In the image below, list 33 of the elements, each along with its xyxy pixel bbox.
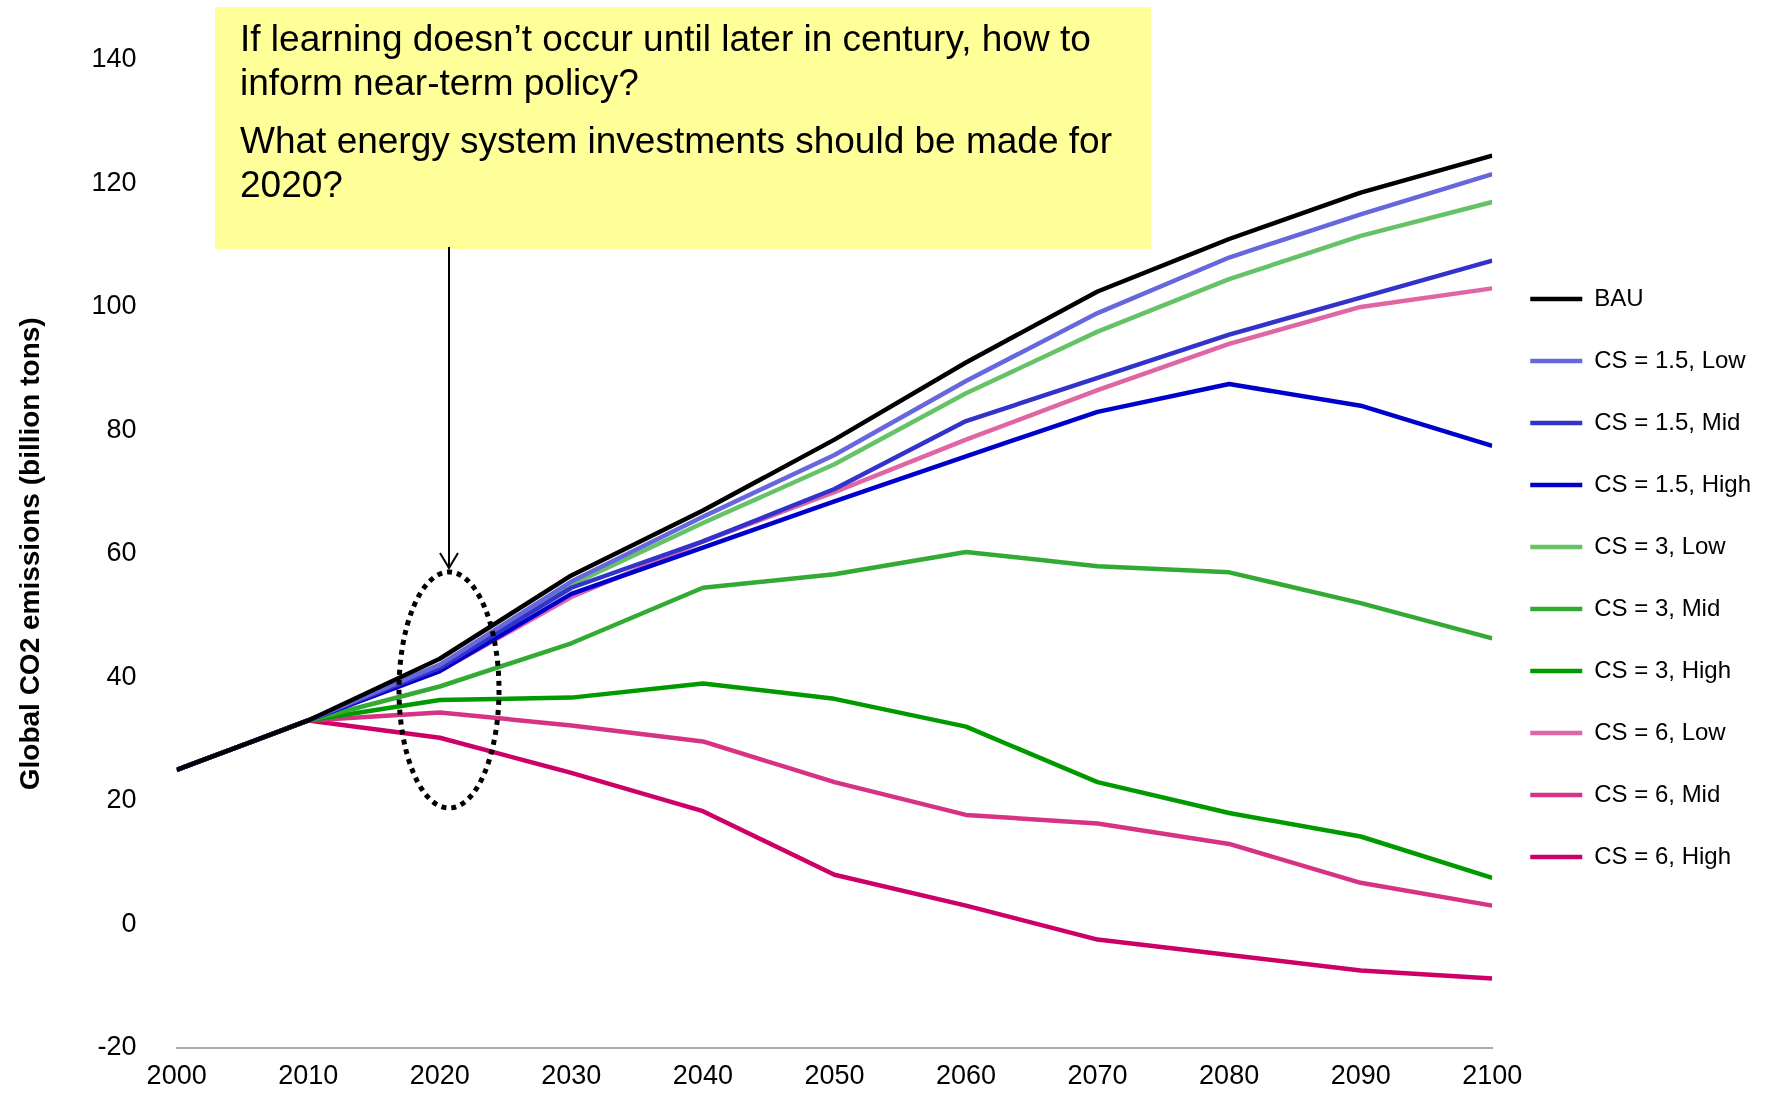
x-tick-label: 2040 bbox=[672, 1060, 733, 1091]
legend-label: CS = 3, High bbox=[1594, 655, 1731, 683]
y-tick-label: 40 bbox=[106, 660, 137, 691]
legend-label: CS = 3, Mid bbox=[1594, 593, 1721, 621]
y-tick-label: 80 bbox=[106, 413, 137, 444]
legend-label: CS = 1.5, Mid bbox=[1594, 407, 1741, 435]
x-tick-label: 2100 bbox=[1462, 1060, 1523, 1091]
y-tick-label: 60 bbox=[106, 537, 137, 568]
legend-label: CS = 6, Mid bbox=[1594, 779, 1721, 807]
x-tick-label: 2050 bbox=[804, 1060, 865, 1091]
x-tick-label: 2030 bbox=[541, 1060, 602, 1091]
x-tick-label: 2000 bbox=[146, 1060, 207, 1091]
legend-label: CS = 1.5, Low bbox=[1594, 345, 1747, 373]
y-tick-label: -20 bbox=[97, 1031, 137, 1062]
legend-label: CS = 6, High bbox=[1594, 841, 1731, 869]
annotation: What energy system investments should be made for 2020? bbox=[240, 119, 1113, 207]
legend-label: CS = 1.5, High bbox=[1594, 469, 1751, 497]
annotation: If learning doesn’t occur until later in century, how to inform near-term policy? bbox=[240, 17, 1092, 105]
y-tick-label: 100 bbox=[91, 290, 137, 321]
y-tick-label: 120 bbox=[91, 166, 137, 197]
x-tick-label: 2020 bbox=[409, 1060, 470, 1091]
y-tick-label: 0 bbox=[121, 907, 137, 938]
y-tick-label: 20 bbox=[106, 784, 137, 815]
x-tick-label: 2070 bbox=[1067, 1060, 1128, 1091]
x-tick-label: 2010 bbox=[278, 1060, 339, 1091]
y-tick-label: 140 bbox=[91, 43, 137, 74]
x-tick-label: 2080 bbox=[1199, 1060, 1260, 1091]
legend-label: CS = 3, Low bbox=[1594, 531, 1727, 559]
y-axis-title: Global CO2 emissions (billion tons) bbox=[13, 317, 45, 791]
x-tick-label: 2060 bbox=[935, 1060, 997, 1091]
legend-label: CS = 6, Low bbox=[1594, 717, 1727, 745]
legend-label: BAU bbox=[1594, 283, 1644, 311]
x-tick-label: 2090 bbox=[1330, 1060, 1391, 1091]
